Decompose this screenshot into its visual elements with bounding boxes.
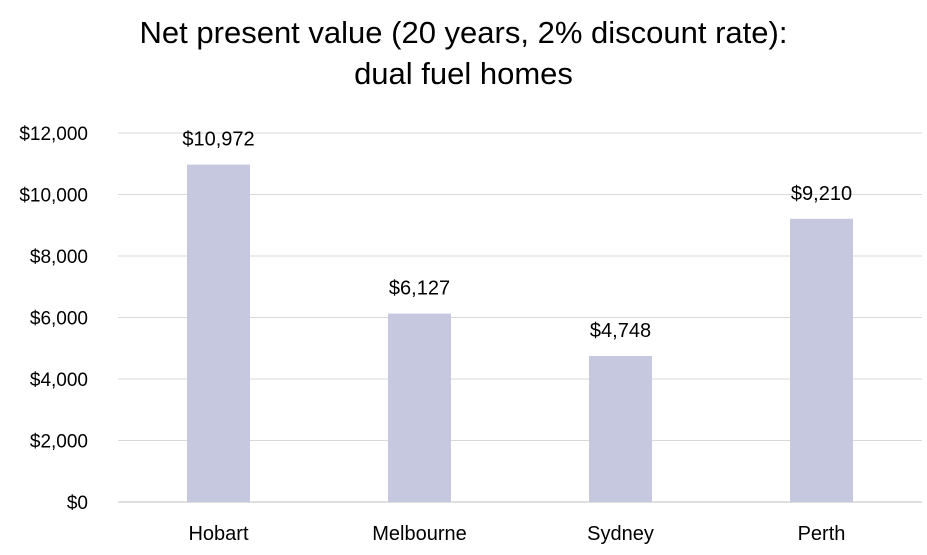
data-label: $10,972 — [182, 129, 254, 151]
x-tick-label: Sydney — [587, 523, 654, 545]
x-tick-label: Melbourne — [372, 523, 467, 545]
bar — [790, 218, 853, 503]
y-tick-label: $0 — [67, 493, 88, 514]
bar — [388, 313, 451, 502]
bar — [589, 355, 652, 502]
data-label: $4,748 — [590, 320, 651, 342]
y-tick-label: $2,000 — [30, 432, 88, 453]
y-tick-label: $4,000 — [30, 370, 88, 391]
data-label: $6,127 — [389, 278, 450, 300]
y-tick-label: $6,000 — [30, 309, 88, 330]
x-tick-label: Perth — [798, 523, 846, 545]
y-tick-label: $12,000 — [19, 124, 88, 145]
bar — [187, 164, 250, 502]
chart-title-line-1: Net present value (20 years, 2% discount… — [139, 15, 788, 50]
y-tick-label: $8,000 — [30, 247, 88, 268]
data-label: $9,210 — [791, 183, 852, 205]
chart-title: Net present value (20 years, 2% discount… — [0, 12, 927, 94]
chart-title-line-2: dual fuel homes — [354, 56, 573, 91]
x-tick-label: Hobart — [188, 523, 248, 545]
y-tick-label: $10,000 — [19, 186, 88, 207]
